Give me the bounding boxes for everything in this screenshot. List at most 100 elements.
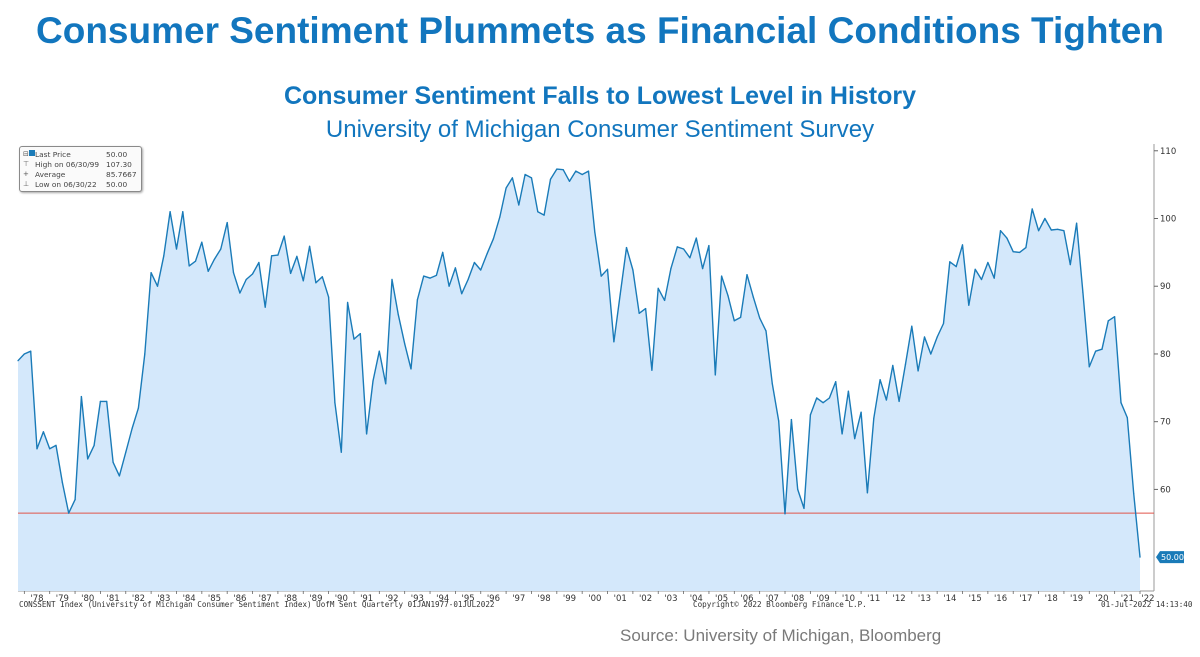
legend-row-high: ⊤ High on 06/30/99 107.30 — [23, 159, 138, 169]
data-point — [239, 292, 240, 293]
data-point — [265, 307, 266, 308]
data-point — [404, 343, 405, 344]
x-tick-label: '14 — [943, 594, 956, 602]
legend-label: High on 06/30/99 — [35, 160, 106, 169]
data-point — [30, 351, 31, 352]
data-point — [227, 222, 228, 223]
data-point — [601, 276, 602, 277]
data-point — [512, 177, 513, 178]
data-point — [544, 215, 545, 216]
data-point — [328, 297, 329, 298]
y-tick-label: 80 — [1160, 350, 1171, 360]
data-point — [43, 431, 44, 432]
data-point — [322, 276, 323, 277]
data-point — [1032, 208, 1033, 209]
data-point — [36, 448, 37, 449]
data-point — [531, 177, 532, 178]
data-point — [258, 262, 259, 263]
legend-value: 107.30 — [106, 160, 138, 169]
legend-value: 50.00 — [106, 180, 138, 189]
data-point — [455, 267, 456, 268]
data-point — [582, 174, 583, 175]
data-point — [778, 420, 779, 421]
data-point — [575, 171, 576, 172]
data-point — [803, 508, 804, 509]
data-point — [1025, 247, 1026, 248]
data-point — [810, 414, 811, 415]
data-point — [905, 364, 906, 365]
data-point — [1095, 351, 1096, 352]
x-tick-label: '00 — [588, 594, 601, 602]
x-tick-label: '19 — [1070, 594, 1083, 602]
data-point — [962, 244, 963, 245]
data-point — [854, 438, 855, 439]
data-point — [208, 271, 209, 272]
data-point — [49, 448, 50, 449]
data-point — [506, 187, 507, 188]
data-point — [1013, 251, 1014, 252]
data-point — [157, 286, 158, 287]
legend-value: 85.7667 — [106, 170, 138, 179]
last-value-badge: 50.00 — [1156, 551, 1184, 563]
data-point — [987, 262, 988, 263]
data-point — [1057, 229, 1058, 230]
x-tick-label: '01 — [614, 594, 627, 602]
data-point — [975, 269, 976, 270]
data-point — [499, 217, 500, 218]
x-tick-label: '97 — [512, 594, 525, 602]
data-point — [277, 255, 278, 256]
y-tick-label: 100 — [1160, 215, 1176, 225]
data-point — [772, 383, 773, 384]
data-point — [1082, 292, 1083, 293]
data-point — [556, 169, 557, 170]
x-tick-label: '98 — [538, 594, 551, 602]
data-point — [17, 360, 18, 361]
data-point — [918, 370, 919, 371]
data-point — [68, 513, 69, 514]
data-point — [968, 305, 969, 306]
data-point — [487, 253, 488, 254]
data-point — [246, 279, 247, 280]
data-point — [911, 326, 912, 327]
data-point — [829, 397, 830, 398]
data-point — [315, 282, 316, 283]
legend-row-low: ⊥ Low on 06/30/22 50.00 — [23, 179, 138, 189]
data-point — [24, 353, 25, 354]
data-point — [417, 299, 418, 300]
y-tick-label: 70 — [1160, 418, 1171, 428]
data-point — [689, 257, 690, 258]
data-point — [360, 333, 361, 334]
data-point — [696, 238, 697, 239]
data-point — [759, 318, 760, 319]
data-point — [867, 492, 868, 493]
data-point — [81, 396, 82, 397]
data-point — [550, 179, 551, 180]
data-point — [816, 397, 817, 398]
data-point — [753, 297, 754, 298]
data-point — [353, 339, 354, 340]
data-point — [949, 261, 950, 262]
legend-label: Last Price — [35, 150, 106, 159]
data-point — [645, 308, 646, 309]
data-point — [797, 489, 798, 490]
data-point — [1051, 229, 1052, 230]
data-point — [303, 280, 304, 281]
data-point — [468, 279, 469, 280]
average-marker-icon: + — [23, 170, 35, 178]
data-point — [873, 418, 874, 419]
data-point — [347, 302, 348, 303]
data-point — [271, 255, 272, 256]
data-point — [1101, 349, 1102, 350]
y-tick-label: 90 — [1160, 282, 1171, 292]
data-point — [613, 341, 614, 342]
data-point — [189, 265, 190, 266]
data-point — [607, 269, 608, 270]
data-point — [1133, 493, 1134, 494]
legend-label: Low on 06/30/22 — [35, 180, 106, 189]
x-tick-label: '15 — [969, 594, 982, 602]
data-point — [715, 374, 716, 375]
data-point — [1063, 230, 1064, 231]
data-point — [1114, 316, 1115, 317]
data-point — [842, 433, 843, 434]
data-point — [296, 256, 297, 257]
